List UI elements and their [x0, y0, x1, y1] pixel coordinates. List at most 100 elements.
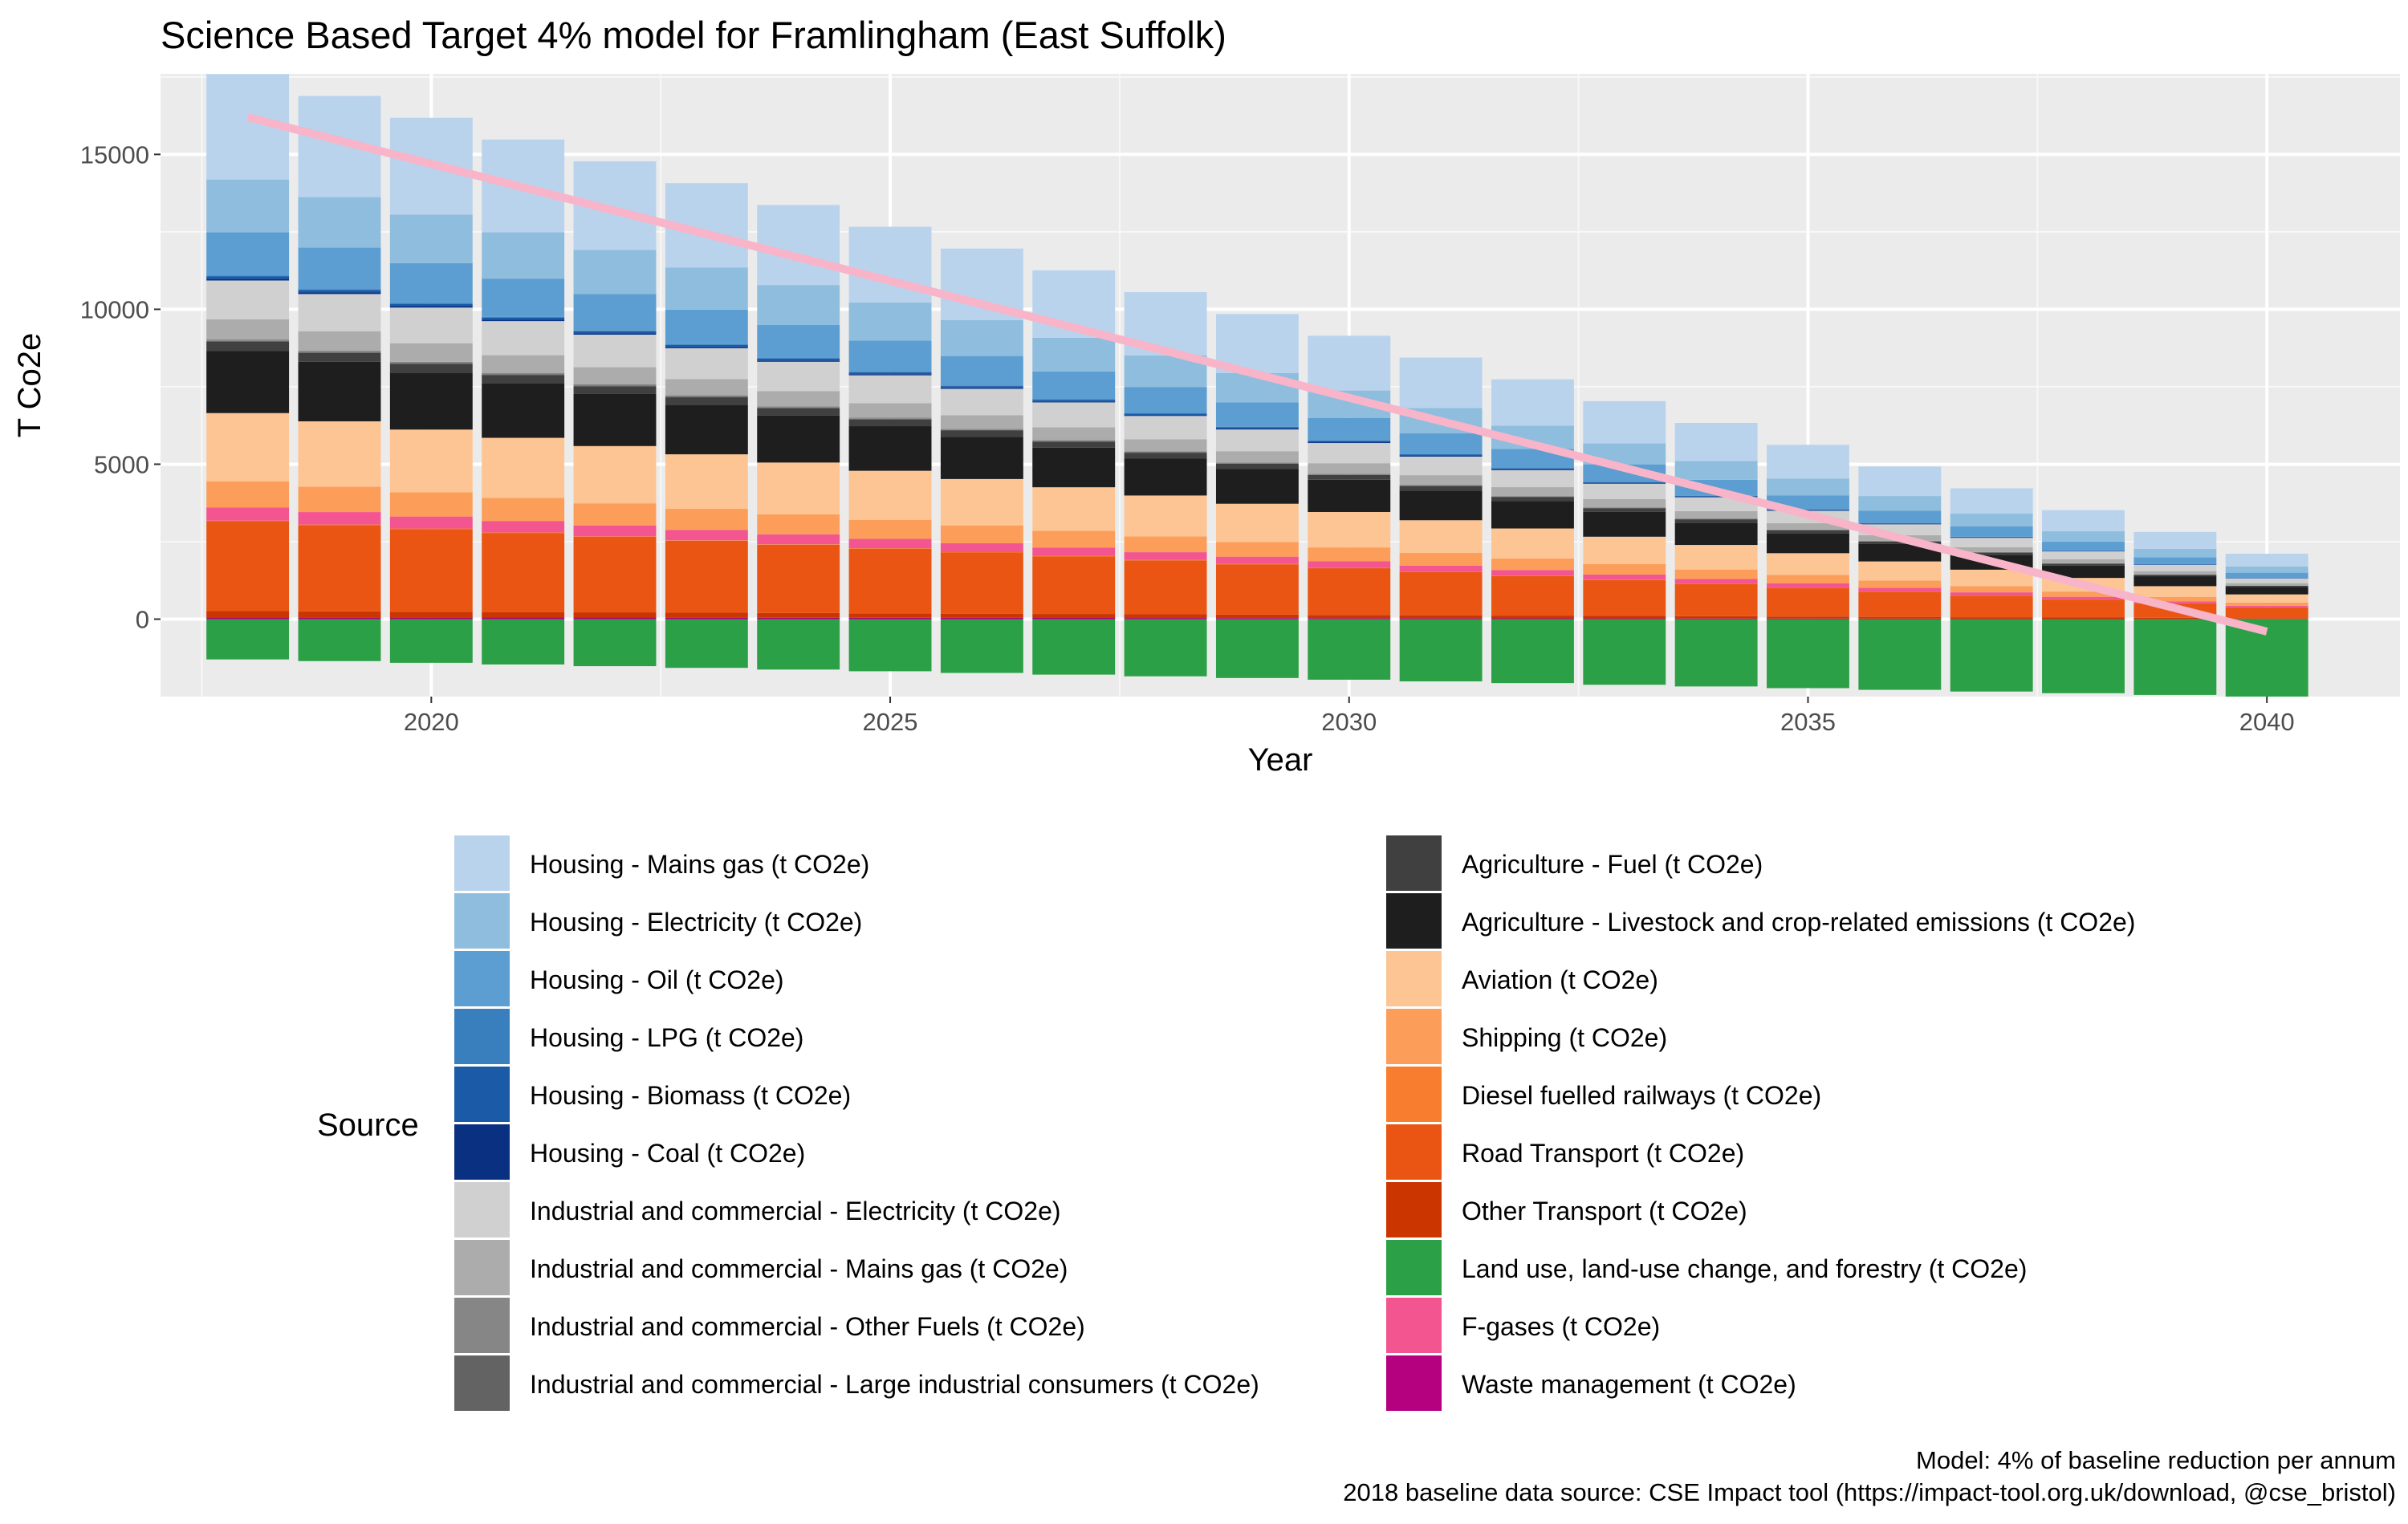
bar-segment	[2133, 601, 2217, 604]
bar-segment	[389, 617, 473, 620]
bar-segment	[389, 361, 473, 364]
bar-segment	[1767, 533, 1849, 554]
bar-segment	[1674, 519, 1758, 523]
legend-key	[454, 1298, 510, 1353]
bar-segment	[1399, 456, 1483, 476]
x-axis: 2020 2025 2030 2035 2040	[404, 697, 2295, 736]
bar-segment	[298, 617, 381, 620]
bar-segment	[848, 374, 932, 376]
bar-segment	[1124, 560, 1207, 615]
bar-segment	[298, 619, 381, 661]
y-tick-label: 5000	[94, 450, 149, 478]
bar-segment	[665, 309, 748, 344]
bar-segment	[1674, 496, 1758, 498]
bar-segment	[1767, 478, 1849, 496]
bar-segment	[848, 426, 932, 471]
bar-segment	[1399, 357, 1483, 408]
legend-key	[1386, 951, 1442, 1006]
bar-segment	[1950, 592, 2033, 596]
bar-segment	[1124, 536, 1207, 553]
bar-segment	[482, 612, 565, 618]
bar-segment	[2042, 617, 2125, 620]
bar-segment	[757, 544, 840, 613]
bar-segment	[1767, 522, 1849, 530]
bar-segment	[1399, 454, 1483, 457]
x-tick-label: 2035	[1780, 708, 1836, 736]
bar-segment	[389, 528, 473, 530]
bar-segment	[757, 360, 840, 362]
bar-segment	[1674, 616, 1758, 619]
bar-segment	[1950, 514, 2033, 526]
bar-segment	[940, 356, 1023, 386]
legend-label: Shipping (t CO2e)	[1462, 1023, 1667, 1052]
bar-segment	[1215, 619, 1299, 678]
bar-segment	[2133, 576, 2217, 587]
bar-segment	[1950, 537, 2033, 538]
bar-segment	[206, 340, 290, 342]
bar-segment	[2225, 618, 2308, 620]
bar-segment	[1032, 371, 1116, 400]
bar-segment	[665, 344, 748, 347]
bar-segment	[2133, 586, 2217, 597]
bar-segment	[389, 612, 473, 618]
bar-segment	[1674, 583, 1758, 616]
bar-segment	[1399, 618, 1483, 620]
bar-segment	[298, 247, 381, 290]
bar-segment	[1491, 497, 1574, 502]
bar-segment	[1399, 486, 1483, 491]
bar-segment	[1583, 616, 1666, 619]
bar-segment	[206, 341, 290, 352]
bar-segment	[573, 250, 657, 295]
bar-segment	[665, 397, 748, 405]
bar-segment	[1858, 619, 1942, 690]
bar-segment	[1124, 458, 1207, 496]
bar-segment	[665, 540, 748, 541]
bar-segment	[1491, 558, 1574, 571]
bar-segment	[848, 303, 932, 341]
bar-segment	[848, 403, 932, 418]
bar-segment	[2225, 566, 2308, 573]
bar-segment	[389, 372, 473, 430]
bar-segment	[1491, 570, 1574, 576]
bar-segment	[573, 385, 657, 387]
bar-segment	[757, 408, 840, 416]
bar-segment	[298, 525, 381, 612]
bar-segment	[1950, 547, 2033, 552]
bar-segment	[1215, 463, 1299, 469]
bar-segment	[757, 391, 840, 407]
bar-segment	[1399, 485, 1483, 486]
bar-segment	[2042, 563, 2125, 566]
bar-segment	[482, 383, 565, 438]
bar-segment	[482, 619, 565, 664]
bar-segment	[1215, 429, 1299, 452]
bar-segment	[2225, 578, 2308, 583]
bar-segment	[848, 372, 932, 375]
legend-label: Aviation (t CO2e)	[1462, 965, 1658, 994]
bar-segment	[848, 419, 932, 427]
bar-segment	[1032, 337, 1116, 372]
bar-segment	[1583, 464, 1666, 482]
legend-label: Housing - LPG (t CO2e)	[530, 1023, 803, 1052]
bar-segment	[1674, 569, 1758, 579]
bar-segment	[482, 232, 565, 279]
bar-segment	[1858, 561, 1942, 581]
bar-segment	[1032, 441, 1116, 448]
bar-segment	[206, 617, 290, 620]
bar-segment	[1858, 591, 1942, 617]
bar-segment	[1858, 618, 1942, 620]
bar-segment	[1308, 473, 1391, 475]
bar-segment	[1583, 507, 1666, 508]
bar-segment	[206, 412, 290, 482]
bar-segment	[206, 339, 290, 341]
bar-segment	[1308, 443, 1391, 464]
bar-segment	[2133, 557, 2217, 564]
bar-segment	[2042, 599, 2125, 618]
bar-segment	[1032, 427, 1116, 441]
legend-label: Housing - Electricity (t CO2e)	[530, 908, 862, 937]
bar-segment	[1491, 616, 1574, 619]
bar-segment	[1767, 553, 1849, 575]
bar-segment	[1950, 618, 2033, 620]
bar-segment	[2133, 619, 2217, 695]
bar-segment	[940, 613, 1023, 618]
